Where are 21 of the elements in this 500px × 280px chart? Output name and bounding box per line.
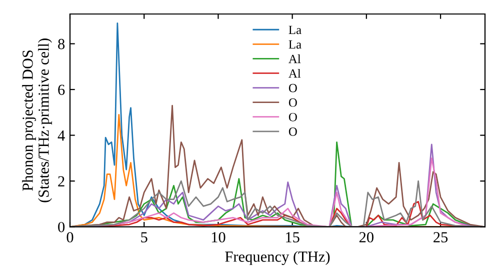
y-tick-label: 2 xyxy=(58,176,64,186)
legend-label: O xyxy=(288,127,297,136)
legend-label: O xyxy=(288,112,297,122)
legend-label: Al xyxy=(288,54,301,64)
legend-label: O xyxy=(288,98,297,107)
x-tick-label: 15 xyxy=(286,232,300,242)
legend-label: O xyxy=(288,84,297,92)
legend-label: Al xyxy=(288,68,301,78)
y-axis-title: Phonon projected DOS (States/THz·primitive cell) xyxy=(22,38,52,202)
x-tick-label: 20 xyxy=(359,232,374,242)
y-tick-label: 0 xyxy=(58,222,65,232)
x-tick-label: 25 xyxy=(434,232,448,242)
x-tick-label: 5 xyxy=(141,232,148,242)
y-tick-label: 6 xyxy=(58,84,65,95)
x-axis-title: Frequency (THz) xyxy=(225,251,330,265)
legend-label: La xyxy=(288,40,302,49)
legend-label: La xyxy=(288,26,302,34)
y-tick-label: 8 xyxy=(58,38,65,50)
x-tick-label: 0 xyxy=(66,232,74,242)
y-tick-label: 4 xyxy=(58,130,65,141)
x-tick-label: 10 xyxy=(212,232,226,242)
